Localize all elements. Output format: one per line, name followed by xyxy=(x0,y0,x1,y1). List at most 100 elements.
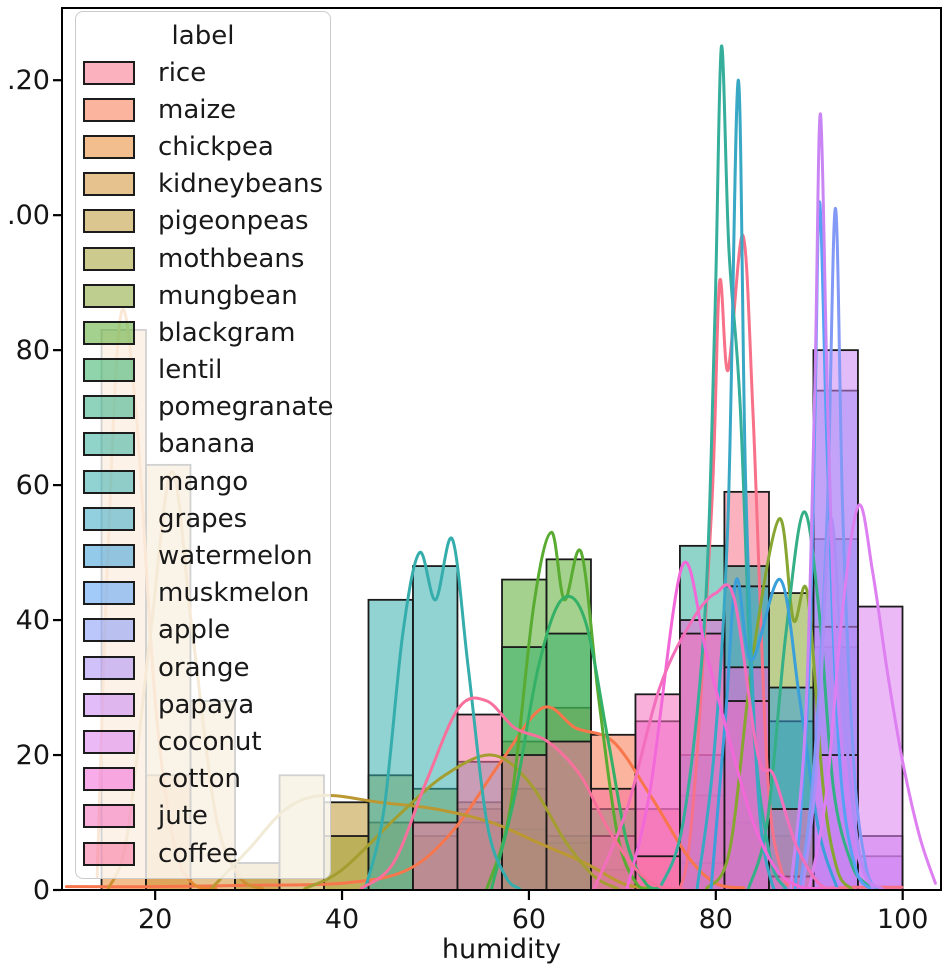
legend-label-mango: mango xyxy=(158,466,249,497)
legend-item-papaya: papaya xyxy=(76,686,330,723)
kde-jute xyxy=(592,583,839,890)
bar-jute xyxy=(723,700,770,890)
legend-items: rice maize chickpea kidneybeans pigeonpeas mo… xyxy=(76,54,334,872)
legend-item-grapes: grapes xyxy=(76,500,330,537)
legend-item-blackgram: blackgram xyxy=(76,314,330,351)
legend-swatch-muskmelon xyxy=(83,581,135,606)
legend-label-apple: apple xyxy=(158,615,231,646)
legend-item-watermelon: watermelon xyxy=(76,537,330,574)
legend-label-chickpea: chickpea xyxy=(158,131,274,162)
legend-swatch-mango xyxy=(83,469,135,494)
x-tick-label: 20 xyxy=(138,904,172,935)
plot-border xyxy=(61,7,942,891)
kde-orange xyxy=(801,517,875,890)
legend-swatch-banana xyxy=(83,432,135,457)
kde-mothbeans xyxy=(303,753,620,890)
legend-item-cotton: cotton xyxy=(76,761,330,798)
legend-swatch-orange xyxy=(83,655,135,680)
legend-label-coffee: coffee xyxy=(158,838,239,869)
kde-mungbean xyxy=(705,517,853,890)
x-tick-label: 40 xyxy=(325,904,359,935)
kde-lentil xyxy=(490,594,662,890)
legend-label-jute: jute xyxy=(158,801,208,832)
x-tick-label: 60 xyxy=(512,904,546,935)
kde-mango xyxy=(363,536,522,890)
legend-box: label rice maize chickpea kidneybeans pigeon… xyxy=(75,11,334,879)
legend-swatch-lentil xyxy=(83,358,135,383)
y-tick-label: 40 xyxy=(16,605,50,636)
kde-coconut xyxy=(807,503,937,890)
legend-item-mango: mango xyxy=(76,463,330,500)
legend-label-blackgram: blackgram xyxy=(158,317,296,348)
legend-label-coconut: coconut xyxy=(158,726,262,757)
y-tick-label: 80 xyxy=(16,335,50,366)
legend-title: label xyxy=(171,21,235,51)
legend-item-kidneybeans: kidneybeans xyxy=(76,166,330,203)
legend-swatch-mungbean xyxy=(83,283,135,308)
legend-item-chickpea: chickpea xyxy=(76,128,330,165)
x-tick-label: 100 xyxy=(877,904,929,935)
legend-swatch-papaya xyxy=(83,692,135,717)
legend-label-rice: rice xyxy=(158,57,207,88)
legend-label-muskmelon: muskmelon xyxy=(158,578,310,609)
legend-item-jute: jute xyxy=(76,798,330,835)
legend-label-mungbean: mungbean xyxy=(158,280,298,311)
legend-label-cotton: cotton xyxy=(158,764,241,795)
kde-apple xyxy=(798,206,877,890)
y-tick-label: .00 xyxy=(7,200,50,231)
legend-item-pomegranate: pomegranate xyxy=(76,389,334,426)
legend-label-pomegranate: pomegranate xyxy=(158,392,334,423)
legend-swatch-maize xyxy=(83,97,135,122)
y-tick-label: 60 xyxy=(16,470,50,501)
legend-swatch-apple xyxy=(83,618,135,643)
legend-swatch-jute xyxy=(83,804,135,829)
kde-blackgram xyxy=(485,530,652,890)
legend-item-coconut: coconut xyxy=(76,723,330,760)
legend-item-pigeonpeas: pigeonpeas xyxy=(76,203,330,240)
legend-label-lentil: lentil xyxy=(158,355,223,386)
bar-coffee xyxy=(456,713,503,890)
kde-cotton xyxy=(625,561,825,890)
y-tick-label: .20 xyxy=(7,65,50,96)
legend-swatch-mothbeans xyxy=(83,246,135,271)
legend-swatch-chickpea xyxy=(83,134,135,159)
legend-item-apple: apple xyxy=(76,612,330,649)
x-tick-label: 80 xyxy=(699,904,733,935)
legend-label-banana: banana xyxy=(158,429,256,460)
legend-item-lentil: lentil xyxy=(76,352,330,389)
legend-swatch-blackgram xyxy=(83,320,135,345)
legend-swatch-kidneybeans xyxy=(83,172,135,197)
legend-label-orange: orange xyxy=(158,652,250,683)
legend-swatch-grapes xyxy=(83,506,135,531)
legend-swatch-coffee xyxy=(83,841,135,866)
legend-swatch-pomegranate xyxy=(83,395,135,420)
legend-label-watermelon: watermelon xyxy=(158,541,313,572)
legend-label-papaya: papaya xyxy=(158,689,255,720)
legend-swatch-pigeonpeas xyxy=(83,209,135,234)
axes-layer: 20 40 60 80 100 0 20 40 60 80 .00 .20 xyxy=(7,7,942,935)
legend-item-orange: orange xyxy=(76,649,330,686)
legend-item-rice: rice xyxy=(76,54,330,91)
legend-label-maize: maize xyxy=(158,94,237,125)
legend-item-banana: banana xyxy=(76,426,330,463)
kde-coffee xyxy=(359,696,685,890)
y-tick-label: 20 xyxy=(16,740,50,771)
legend-item-muskmelon: muskmelon xyxy=(76,575,330,612)
bar-coconut xyxy=(857,605,904,890)
legend-swatch-rice xyxy=(83,60,135,85)
legend-swatch-cotton xyxy=(83,767,135,792)
legend-label-pigeonpeas: pigeonpeas xyxy=(158,206,309,237)
legend-label-kidneybeans: kidneybeans xyxy=(158,169,324,200)
legend-item-maize: maize xyxy=(76,91,330,128)
legend-swatch-watermelon xyxy=(83,544,135,569)
legend-item-mungbean: mungbean xyxy=(76,277,330,314)
legend-item-coffee: coffee xyxy=(76,835,330,872)
x-axis-title: humidity xyxy=(441,934,562,965)
legend-label-grapes: grapes xyxy=(158,503,248,534)
y-tick-label: 0 xyxy=(33,875,50,906)
legend-swatch-coconut xyxy=(83,729,135,754)
legend-item-mothbeans: mothbeans xyxy=(76,240,330,277)
kde-papaya xyxy=(789,112,884,890)
legend-label-mothbeans: mothbeans xyxy=(158,243,305,274)
